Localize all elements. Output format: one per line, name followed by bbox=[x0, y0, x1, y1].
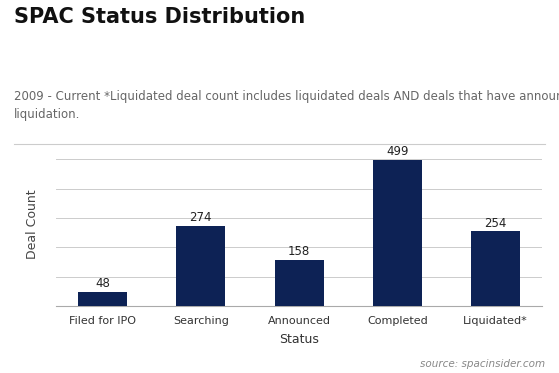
Bar bbox=[373, 160, 422, 306]
Text: 158: 158 bbox=[288, 245, 310, 258]
Text: 499: 499 bbox=[386, 145, 409, 158]
Text: 254: 254 bbox=[485, 217, 507, 230]
Bar bbox=[274, 260, 324, 306]
Text: SPAC Status Distribution: SPAC Status Distribution bbox=[14, 7, 305, 28]
Bar bbox=[176, 226, 225, 306]
Text: 48: 48 bbox=[95, 278, 110, 290]
X-axis label: Status: Status bbox=[279, 333, 319, 346]
Text: 274: 274 bbox=[190, 211, 212, 224]
Text: source: spacinsider.com: source: spacinsider.com bbox=[420, 359, 545, 369]
Bar bbox=[471, 231, 520, 306]
Bar bbox=[78, 292, 127, 306]
Y-axis label: Deal Count: Deal Count bbox=[26, 189, 39, 258]
Text: 2009 - Current *Liquidated deal count includes liquidated deals AND deals that h: 2009 - Current *Liquidated deal count in… bbox=[14, 90, 559, 120]
